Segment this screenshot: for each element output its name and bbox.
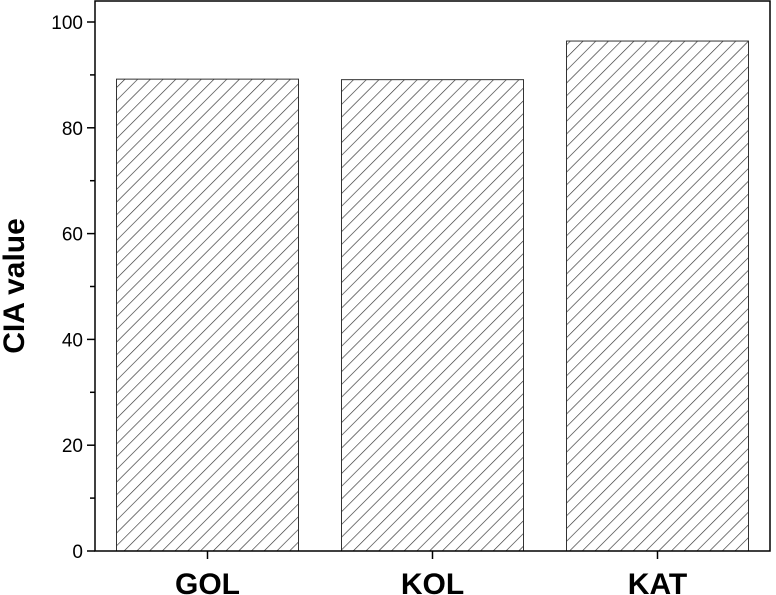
bar-kat bbox=[566, 40, 749, 552]
bars-group bbox=[116, 40, 749, 552]
y-tick-label: 20 bbox=[62, 436, 83, 457]
x-category-label: KAT bbox=[628, 568, 687, 595]
y-axis-title: CIA value bbox=[0, 218, 31, 354]
y-tick-label: 40 bbox=[62, 330, 83, 351]
x-labels-group: GOL KOL KAT bbox=[175, 551, 687, 595]
plot-frame bbox=[94, 0, 771, 552]
bar-kol bbox=[341, 79, 524, 552]
y-tick-label: 0 bbox=[72, 542, 83, 563]
y-ticks-group: 0 20 40 60 80 100 bbox=[51, 13, 95, 563]
y-tick-label: 80 bbox=[62, 119, 83, 140]
y-tick-label: 100 bbox=[51, 13, 83, 34]
y-tick-label: 60 bbox=[62, 225, 83, 246]
x-category-label: GOL bbox=[175, 568, 240, 595]
x-category-label: KOL bbox=[401, 568, 464, 595]
bar-gol bbox=[116, 78, 299, 552]
